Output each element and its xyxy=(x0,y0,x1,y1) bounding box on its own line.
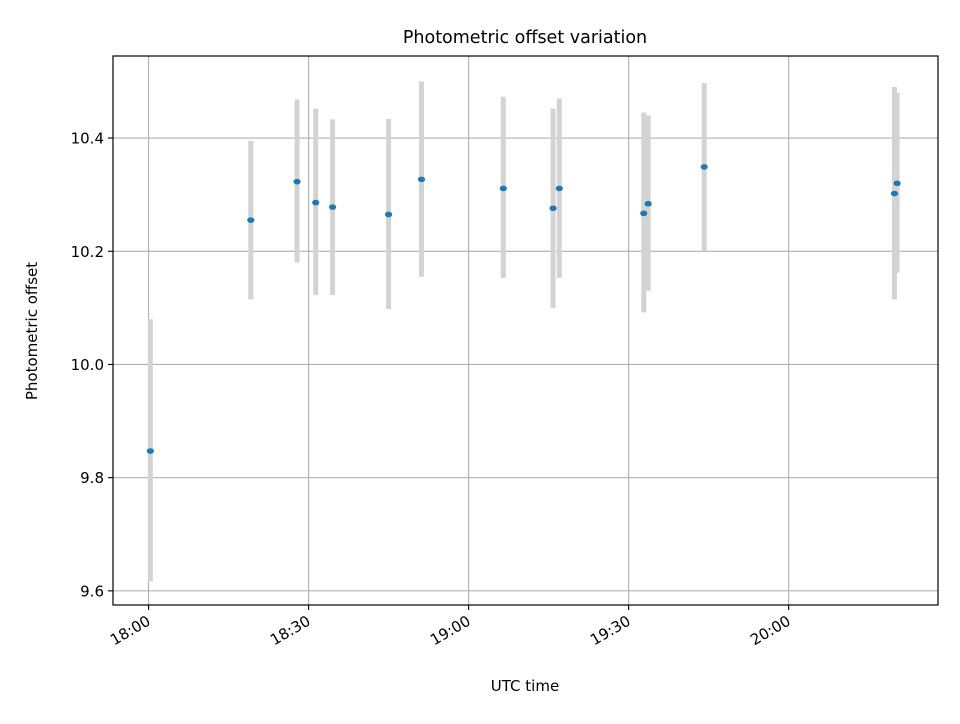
y-axis-label: Photometric offset xyxy=(23,262,41,400)
data-point xyxy=(499,185,507,192)
data-point xyxy=(644,200,652,207)
x-axis-label: UTC time xyxy=(491,677,559,695)
data-point xyxy=(293,178,301,185)
data-point xyxy=(146,448,154,454)
data-point xyxy=(384,211,393,218)
data-point xyxy=(555,185,563,192)
data-point xyxy=(417,176,426,183)
y-tick-label: 10.2 xyxy=(71,243,104,261)
marker-layer xyxy=(146,164,901,454)
data-point xyxy=(640,210,648,217)
y-tick-label: 9.6 xyxy=(80,582,104,600)
data-point xyxy=(328,204,337,210)
plot-frame xyxy=(112,55,939,606)
data-point xyxy=(893,180,901,187)
y-tick-label: 9.8 xyxy=(80,469,104,487)
y-tick-label: 10.0 xyxy=(71,356,104,374)
y-tick-label: 10.4 xyxy=(71,130,104,148)
chart-title: Photometric offset variation xyxy=(403,28,647,48)
data-point xyxy=(312,199,320,206)
data-point xyxy=(700,164,708,170)
data-point xyxy=(247,217,255,223)
data-point xyxy=(549,205,557,212)
data-point xyxy=(890,190,899,197)
y-axis-ticks: 9.6 9.8 10.0 10.2 10.4 xyxy=(71,130,113,600)
